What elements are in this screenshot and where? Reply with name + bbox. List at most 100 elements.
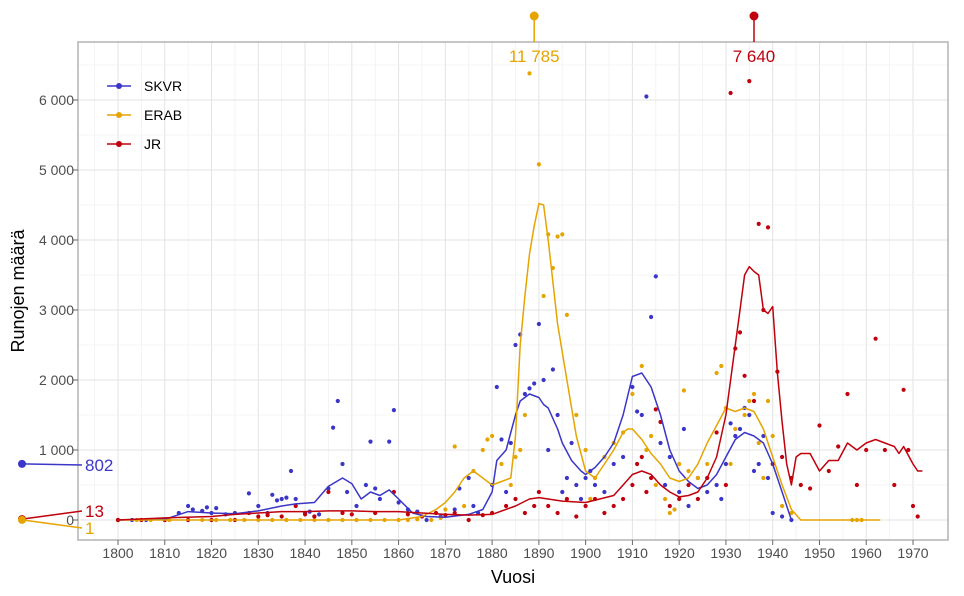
data-point-skvr <box>569 440 574 446</box>
x-tick-label: 1900 <box>570 545 601 561</box>
callout-top-marker <box>749 11 759 21</box>
data-point-erab <box>686 468 691 474</box>
data-point-skvr <box>363 482 368 488</box>
data-point-jr <box>326 489 331 495</box>
data-point-erab <box>780 503 785 509</box>
data-point-erab <box>518 447 523 453</box>
x-tick-label: 1960 <box>851 545 882 561</box>
data-point-skvr <box>513 342 518 348</box>
data-point-erab <box>499 461 504 467</box>
data-point-jr <box>532 503 537 509</box>
x-tick-label: 1810 <box>149 545 180 561</box>
data-point-skvr <box>667 454 672 460</box>
data-point-skvr <box>466 475 471 481</box>
data-point-skvr <box>621 454 626 460</box>
data-point-jr <box>751 398 757 404</box>
data-point-jr <box>635 461 640 467</box>
data-point-skvr <box>658 440 663 446</box>
data-point-skvr <box>274 498 280 503</box>
data-point-jr <box>649 475 654 481</box>
data-point-jr <box>504 503 509 509</box>
data-point-jr <box>826 468 831 474</box>
data-point-skvr <box>331 425 336 430</box>
grid <box>78 42 948 540</box>
data-point-erab <box>452 444 457 449</box>
callout-left-label: 13 <box>85 502 104 521</box>
x-tick-label: 1920 <box>664 545 695 561</box>
data-point-skvr <box>345 489 350 495</box>
legend-key-point <box>116 141 122 147</box>
data-point-skvr <box>649 314 654 320</box>
data-point-jr <box>714 430 719 435</box>
data-point-skvr <box>508 440 513 446</box>
trend-line-erab <box>118 202 881 521</box>
trend-line-jr <box>117 265 923 521</box>
data-point-erab <box>677 461 682 467</box>
x-tick-label: 1800 <box>102 545 133 561</box>
data-point-erab <box>770 433 775 439</box>
data-point-erab <box>508 482 513 488</box>
data-point-erab <box>574 412 579 418</box>
data-point-erab <box>681 388 687 393</box>
data-point-jr <box>583 503 588 509</box>
data-point-erab <box>765 398 771 404</box>
data-point-skvr <box>602 489 607 495</box>
data-point-jr <box>728 90 733 96</box>
data-point-jr <box>667 503 672 509</box>
data-point-skvr <box>494 384 499 390</box>
data-point-erab <box>536 162 542 167</box>
data-point-skvr <box>532 381 537 386</box>
data-point-skvr <box>256 503 261 509</box>
data-point-erab <box>639 363 644 369</box>
data-point-skvr <box>592 482 598 488</box>
data-point-skvr <box>317 512 322 517</box>
data-point-skvr <box>737 426 743 432</box>
data-point-erab <box>480 447 485 453</box>
data-point-skvr <box>574 482 579 488</box>
callouts: 11 785 7 640 802 131 <box>18 11 775 538</box>
callout-left-leader <box>21 463 83 466</box>
data-point-erab <box>560 232 565 237</box>
data-point-erab <box>522 412 528 418</box>
x-tick-label: 1880 <box>477 545 508 561</box>
y-tick-label: 6 000 <box>39 92 74 108</box>
x-tick-label: 1890 <box>523 545 554 561</box>
data-point-erab <box>527 71 532 76</box>
data-point-skvr <box>424 517 429 523</box>
y-tick-label: 4 000 <box>39 232 74 248</box>
data-point-skvr <box>546 447 551 453</box>
data-point-skvr <box>335 398 340 404</box>
x-tick-label: 1840 <box>289 545 320 561</box>
data-point-erab <box>429 517 434 523</box>
x-tick-label: 1820 <box>196 545 227 561</box>
data-point-erab <box>583 447 588 453</box>
data-point-jr <box>756 221 761 226</box>
y-tick-label: 2 000 <box>39 372 74 388</box>
data-point-jr <box>845 391 850 397</box>
callout-left-leader <box>21 519 83 529</box>
data-point-erab <box>513 454 518 460</box>
data-point-skvr <box>190 507 195 512</box>
data-point-erab <box>443 507 448 512</box>
data-point-skvr <box>719 496 724 502</box>
data-point-skvr <box>728 421 733 426</box>
data-point-skvr <box>681 426 687 432</box>
x-axis-title: Vuosi <box>491 567 535 587</box>
data-point-skvr <box>677 489 682 495</box>
data-point-erab <box>756 440 761 446</box>
data-point-skvr <box>714 482 719 488</box>
series-layer <box>115 71 923 523</box>
y-tick-label: 5 000 <box>39 162 74 178</box>
data-point-erab <box>789 510 794 516</box>
x-tick-label: 1870 <box>430 545 461 561</box>
data-point-skvr <box>293 496 298 502</box>
data-point-jr <box>644 489 649 495</box>
x-tick-label: 1910 <box>617 545 648 561</box>
data-point-jr <box>747 79 752 84</box>
y-tick-label: 3 000 <box>39 302 74 318</box>
data-point-jr <box>873 336 878 341</box>
data-point-skvr <box>583 475 588 481</box>
data-point-jr <box>621 496 626 502</box>
data-point-skvr <box>733 433 738 439</box>
